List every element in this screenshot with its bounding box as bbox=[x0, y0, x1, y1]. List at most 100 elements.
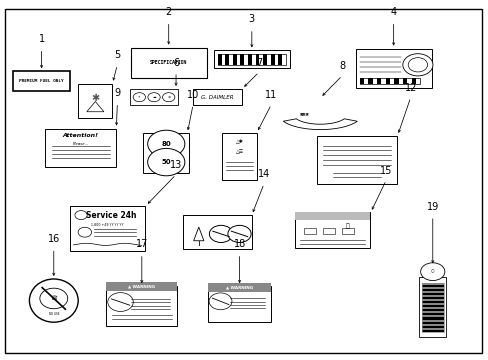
Text: 6: 6 bbox=[173, 58, 179, 68]
Text: 2: 2 bbox=[165, 7, 171, 17]
Bar bbox=[263, 54, 266, 65]
Bar bbox=[193, 89, 242, 105]
Text: 3: 3 bbox=[248, 14, 254, 24]
Circle shape bbox=[209, 225, 232, 243]
Text: 14: 14 bbox=[257, 169, 270, 179]
Bar bbox=[421, 287, 443, 289]
Text: SPECIFICATION: SPECIFICATION bbox=[150, 60, 187, 66]
Bar bbox=[222, 133, 256, 180]
Text: 1: 1 bbox=[39, 34, 44, 44]
Bar bbox=[421, 285, 443, 287]
Bar bbox=[421, 297, 443, 299]
Text: Attention!: Attention! bbox=[62, 133, 99, 138]
Text: ○: ○ bbox=[430, 270, 434, 274]
Bar bbox=[106, 282, 177, 291]
Bar bbox=[232, 54, 236, 65]
Bar bbox=[255, 54, 259, 65]
Bar bbox=[129, 89, 178, 105]
Bar bbox=[376, 78, 381, 84]
Bar bbox=[266, 54, 270, 65]
Text: ☁: ☁ bbox=[152, 95, 156, 99]
Text: 5: 5 bbox=[114, 50, 120, 60]
Bar bbox=[244, 54, 247, 65]
Circle shape bbox=[227, 225, 251, 243]
Bar bbox=[385, 78, 389, 84]
Text: 16: 16 bbox=[47, 234, 60, 244]
Bar bbox=[421, 307, 443, 309]
Bar bbox=[421, 299, 443, 301]
Bar bbox=[143, 133, 189, 173]
Text: ▲ WARNING: ▲ WARNING bbox=[128, 285, 155, 289]
Text: ☎: ☎ bbox=[50, 296, 57, 301]
Bar bbox=[341, 228, 353, 234]
Text: PREMIUM FUEL ONLY: PREMIUM FUEL ONLY bbox=[19, 79, 64, 83]
Circle shape bbox=[420, 263, 444, 280]
Bar bbox=[421, 330, 443, 332]
Bar bbox=[207, 286, 271, 322]
Circle shape bbox=[78, 227, 91, 237]
Bar bbox=[247, 54, 251, 65]
Bar bbox=[355, 49, 431, 88]
Bar bbox=[45, 129, 116, 166]
Bar bbox=[421, 295, 443, 297]
Bar bbox=[421, 309, 443, 311]
Bar bbox=[421, 293, 443, 295]
Text: 11: 11 bbox=[264, 90, 277, 100]
Bar bbox=[106, 286, 177, 326]
Bar bbox=[278, 54, 282, 65]
Text: NO USE: NO USE bbox=[48, 312, 59, 316]
Bar bbox=[421, 320, 443, 321]
Circle shape bbox=[209, 293, 231, 310]
Bar bbox=[359, 78, 419, 84]
Bar bbox=[421, 311, 443, 313]
Bar bbox=[322, 228, 334, 234]
Bar bbox=[421, 301, 443, 303]
Text: △☰: △☰ bbox=[235, 149, 243, 154]
Bar bbox=[70, 206, 145, 251]
Ellipse shape bbox=[29, 279, 78, 322]
Text: 7: 7 bbox=[256, 58, 262, 68]
Bar bbox=[421, 283, 443, 332]
Text: △✱: △✱ bbox=[235, 139, 243, 144]
Text: 19: 19 bbox=[426, 202, 438, 212]
Bar bbox=[359, 78, 363, 84]
Bar bbox=[251, 54, 255, 65]
Bar bbox=[221, 54, 225, 65]
Circle shape bbox=[40, 288, 67, 309]
Bar bbox=[217, 54, 221, 65]
Bar bbox=[407, 78, 411, 84]
Text: 10: 10 bbox=[186, 90, 199, 100]
Text: 8: 8 bbox=[339, 61, 345, 71]
Bar bbox=[421, 283, 443, 285]
Bar bbox=[236, 54, 240, 65]
Circle shape bbox=[133, 93, 145, 102]
Bar bbox=[259, 54, 263, 65]
Bar bbox=[183, 215, 251, 249]
Bar bbox=[402, 78, 407, 84]
Text: Please...: Please... bbox=[72, 142, 89, 146]
Text: Service 24h: Service 24h bbox=[86, 211, 136, 220]
Bar bbox=[367, 78, 372, 84]
Bar bbox=[78, 84, 112, 118]
Bar bbox=[14, 71, 70, 91]
Bar bbox=[225, 54, 228, 65]
Text: 15: 15 bbox=[379, 166, 392, 176]
Bar bbox=[389, 78, 393, 84]
Text: 18: 18 bbox=[233, 239, 245, 249]
Bar bbox=[411, 78, 415, 84]
Bar bbox=[130, 48, 206, 78]
Bar bbox=[421, 305, 443, 307]
Text: G. DAIMLER: G. DAIMLER bbox=[201, 95, 233, 100]
Bar bbox=[421, 313, 443, 315]
Bar bbox=[421, 324, 443, 326]
Bar bbox=[294, 212, 370, 220]
Bar bbox=[381, 78, 385, 84]
Bar bbox=[421, 328, 443, 330]
Text: ▲ WARNING: ▲ WARNING bbox=[225, 285, 253, 289]
Bar bbox=[393, 78, 398, 84]
Text: 1-800 +49 YY YY YY: 1-800 +49 YY YY YY bbox=[91, 223, 123, 227]
Circle shape bbox=[147, 148, 184, 176]
Bar bbox=[421, 315, 443, 318]
Text: ✱: ✱ bbox=[91, 93, 99, 103]
Bar bbox=[421, 303, 443, 305]
